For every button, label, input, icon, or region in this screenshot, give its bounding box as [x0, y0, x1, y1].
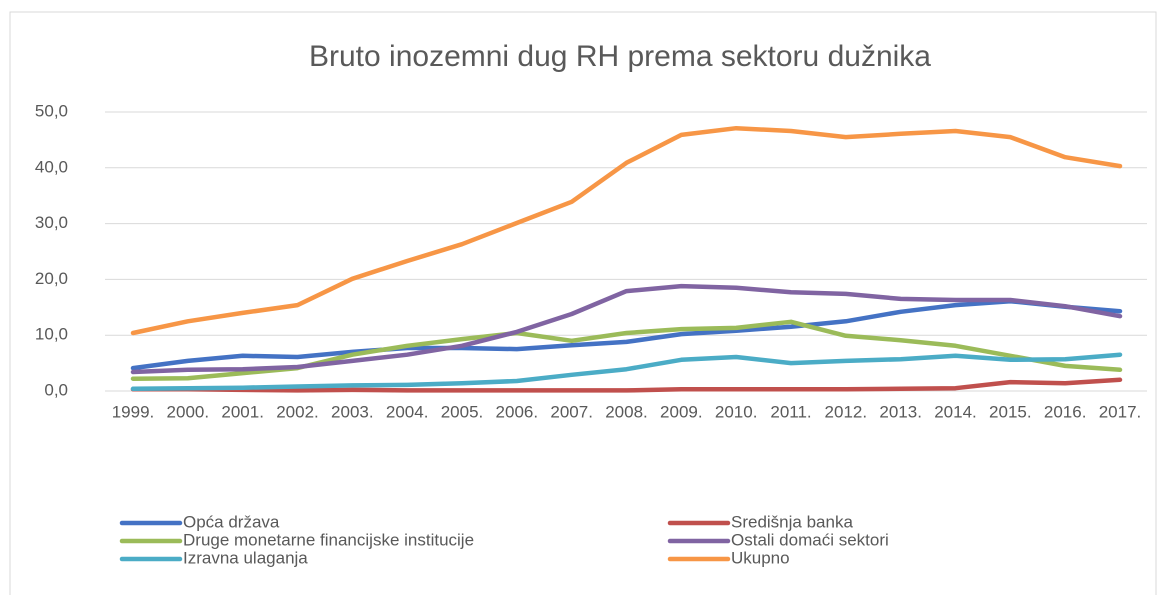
x-tick-label: 2009. — [660, 402, 703, 421]
chart-border — [9, 11, 1157, 595]
series-line — [130, 283, 1123, 375]
x-tick-label: 2016. — [1044, 402, 1087, 421]
y-tick-label: 0,0 — [44, 380, 68, 399]
series-line — [130, 352, 1123, 392]
x-tick-label: 2017. — [1099, 402, 1142, 421]
x-tick-label: 2000. — [167, 402, 210, 421]
x-tick-label: 2002. — [276, 402, 319, 421]
chart-title: Bruto inozemni dug RH prema sektoru dužn… — [309, 40, 931, 73]
series-line — [130, 377, 1123, 393]
x-tick-label: 2015. — [989, 402, 1032, 421]
x-tick-label: 1999. — [112, 402, 155, 421]
x-tick-label: 2005. — [441, 402, 484, 421]
y-tick-label: 50,0 — [35, 101, 68, 120]
series-line — [130, 125, 1123, 336]
x-tick-label: 2012. — [825, 402, 868, 421]
legend-label: Središnja banka — [731, 512, 853, 531]
legend-label: Druge monetarne financijske institucije — [183, 530, 474, 549]
y-tick-label: 10,0 — [35, 325, 68, 344]
x-tick-label: 2011. — [770, 402, 811, 421]
x-tick-label: 2013. — [879, 402, 922, 421]
x-tick-label: 2004. — [386, 402, 429, 421]
legend-label: Ostali domaći sektori — [731, 530, 889, 549]
x-tick-label: 2014. — [934, 402, 977, 421]
x-tick-label: 2003. — [331, 402, 374, 421]
x-tick-label: 2007. — [550, 402, 593, 421]
x-tick-label: 2001. — [221, 402, 264, 421]
y-tick-label: 30,0 — [35, 213, 68, 232]
y-tick-label: 40,0 — [35, 157, 68, 176]
legend-label: Izravna ulaganja — [183, 548, 308, 567]
legend-label: Ukupno — [731, 548, 790, 567]
x-tick-label: 2010. — [715, 402, 758, 421]
x-tick-label: 2006. — [496, 402, 539, 421]
series-line — [130, 298, 1123, 371]
y-tick-label: 20,0 — [35, 269, 68, 288]
legend-label: Opća država — [183, 512, 280, 531]
x-tick-label: 2008. — [605, 402, 648, 421]
